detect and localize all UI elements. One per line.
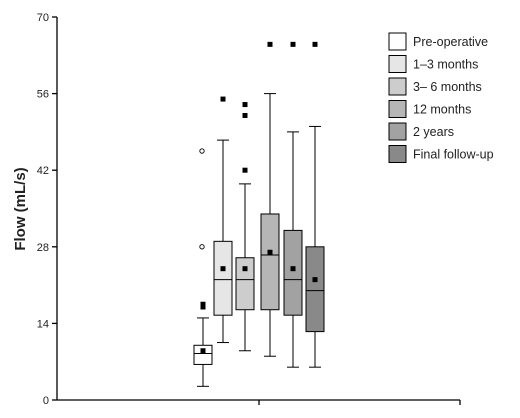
- mean-marker-3: [267, 249, 273, 255]
- box-group-2: [235, 102, 255, 352]
- outlier-point-4-0: [290, 41, 296, 47]
- outlier-point-2-2: [242, 102, 248, 108]
- axes: 0 14 28 42 56 70: [37, 12, 461, 407]
- box-5: [305, 246, 325, 333]
- y-tick-label-0: 0: [43, 395, 49, 407]
- outlier-point-2-0: [242, 167, 248, 173]
- legend-swatch-5: [388, 145, 407, 163]
- box-group-5: [305, 41, 325, 368]
- box-1: [213, 240, 233, 316]
- legend-swatch-2: [388, 77, 407, 96]
- box-2: [235, 257, 255, 311]
- y-tick-label-4: 56: [37, 89, 49, 101]
- outlier-point-2-1: [242, 112, 248, 118]
- legend-label-5: Final follow-up: [413, 148, 494, 162]
- mean-marker-4: [290, 266, 296, 272]
- outlier-point-0-0: [200, 304, 206, 310]
- box-0: [193, 344, 213, 365]
- y-tick-label-1: 14: [37, 318, 49, 330]
- boxes: [193, 41, 325, 387]
- box-group-4: [283, 41, 303, 368]
- legend-swatch-1: [388, 55, 407, 73]
- legend-label-2: 3– 6 months: [413, 80, 482, 94]
- y-tick-label-2: 28: [37, 242, 49, 254]
- mean-marker-5: [312, 277, 318, 283]
- outlier-point-0-1: [200, 301, 206, 307]
- legend-swatch-4: [388, 122, 407, 141]
- outlier-point-5-0: [312, 41, 318, 47]
- y-axis-title: Flow (mL/s): [12, 167, 29, 250]
- legend-label-4: 2 years: [413, 125, 454, 139]
- box-group-1: [213, 96, 233, 344]
- outlier-point-1-0: [220, 96, 226, 102]
- box-group-0: [193, 148, 213, 387]
- box-3: [260, 213, 280, 311]
- outlier-point-0-2: [199, 244, 205, 250]
- legend-label-3: 12 months: [413, 103, 471, 117]
- legend-label-0: Pre-operative: [413, 35, 488, 49]
- legend-label-1: 1–3 months: [413, 58, 478, 72]
- legend: Pre-operative 1–3 months 3– 6 months 12 mon…: [388, 32, 494, 163]
- mean-marker-0: [200, 348, 206, 354]
- y-tick-label-3: 42: [37, 165, 49, 177]
- mean-marker-1: [220, 266, 226, 272]
- legend-swatch-0: [388, 32, 407, 51]
- box-group-3: [260, 41, 280, 357]
- outlier-point-3-0: [267, 41, 273, 47]
- y-tick-label-5: 70: [37, 12, 49, 24]
- mean-marker-2: [242, 266, 248, 272]
- outlier-point-0-3: [199, 148, 205, 154]
- box-4: [283, 229, 303, 316]
- legend-swatch-3: [388, 100, 407, 118]
